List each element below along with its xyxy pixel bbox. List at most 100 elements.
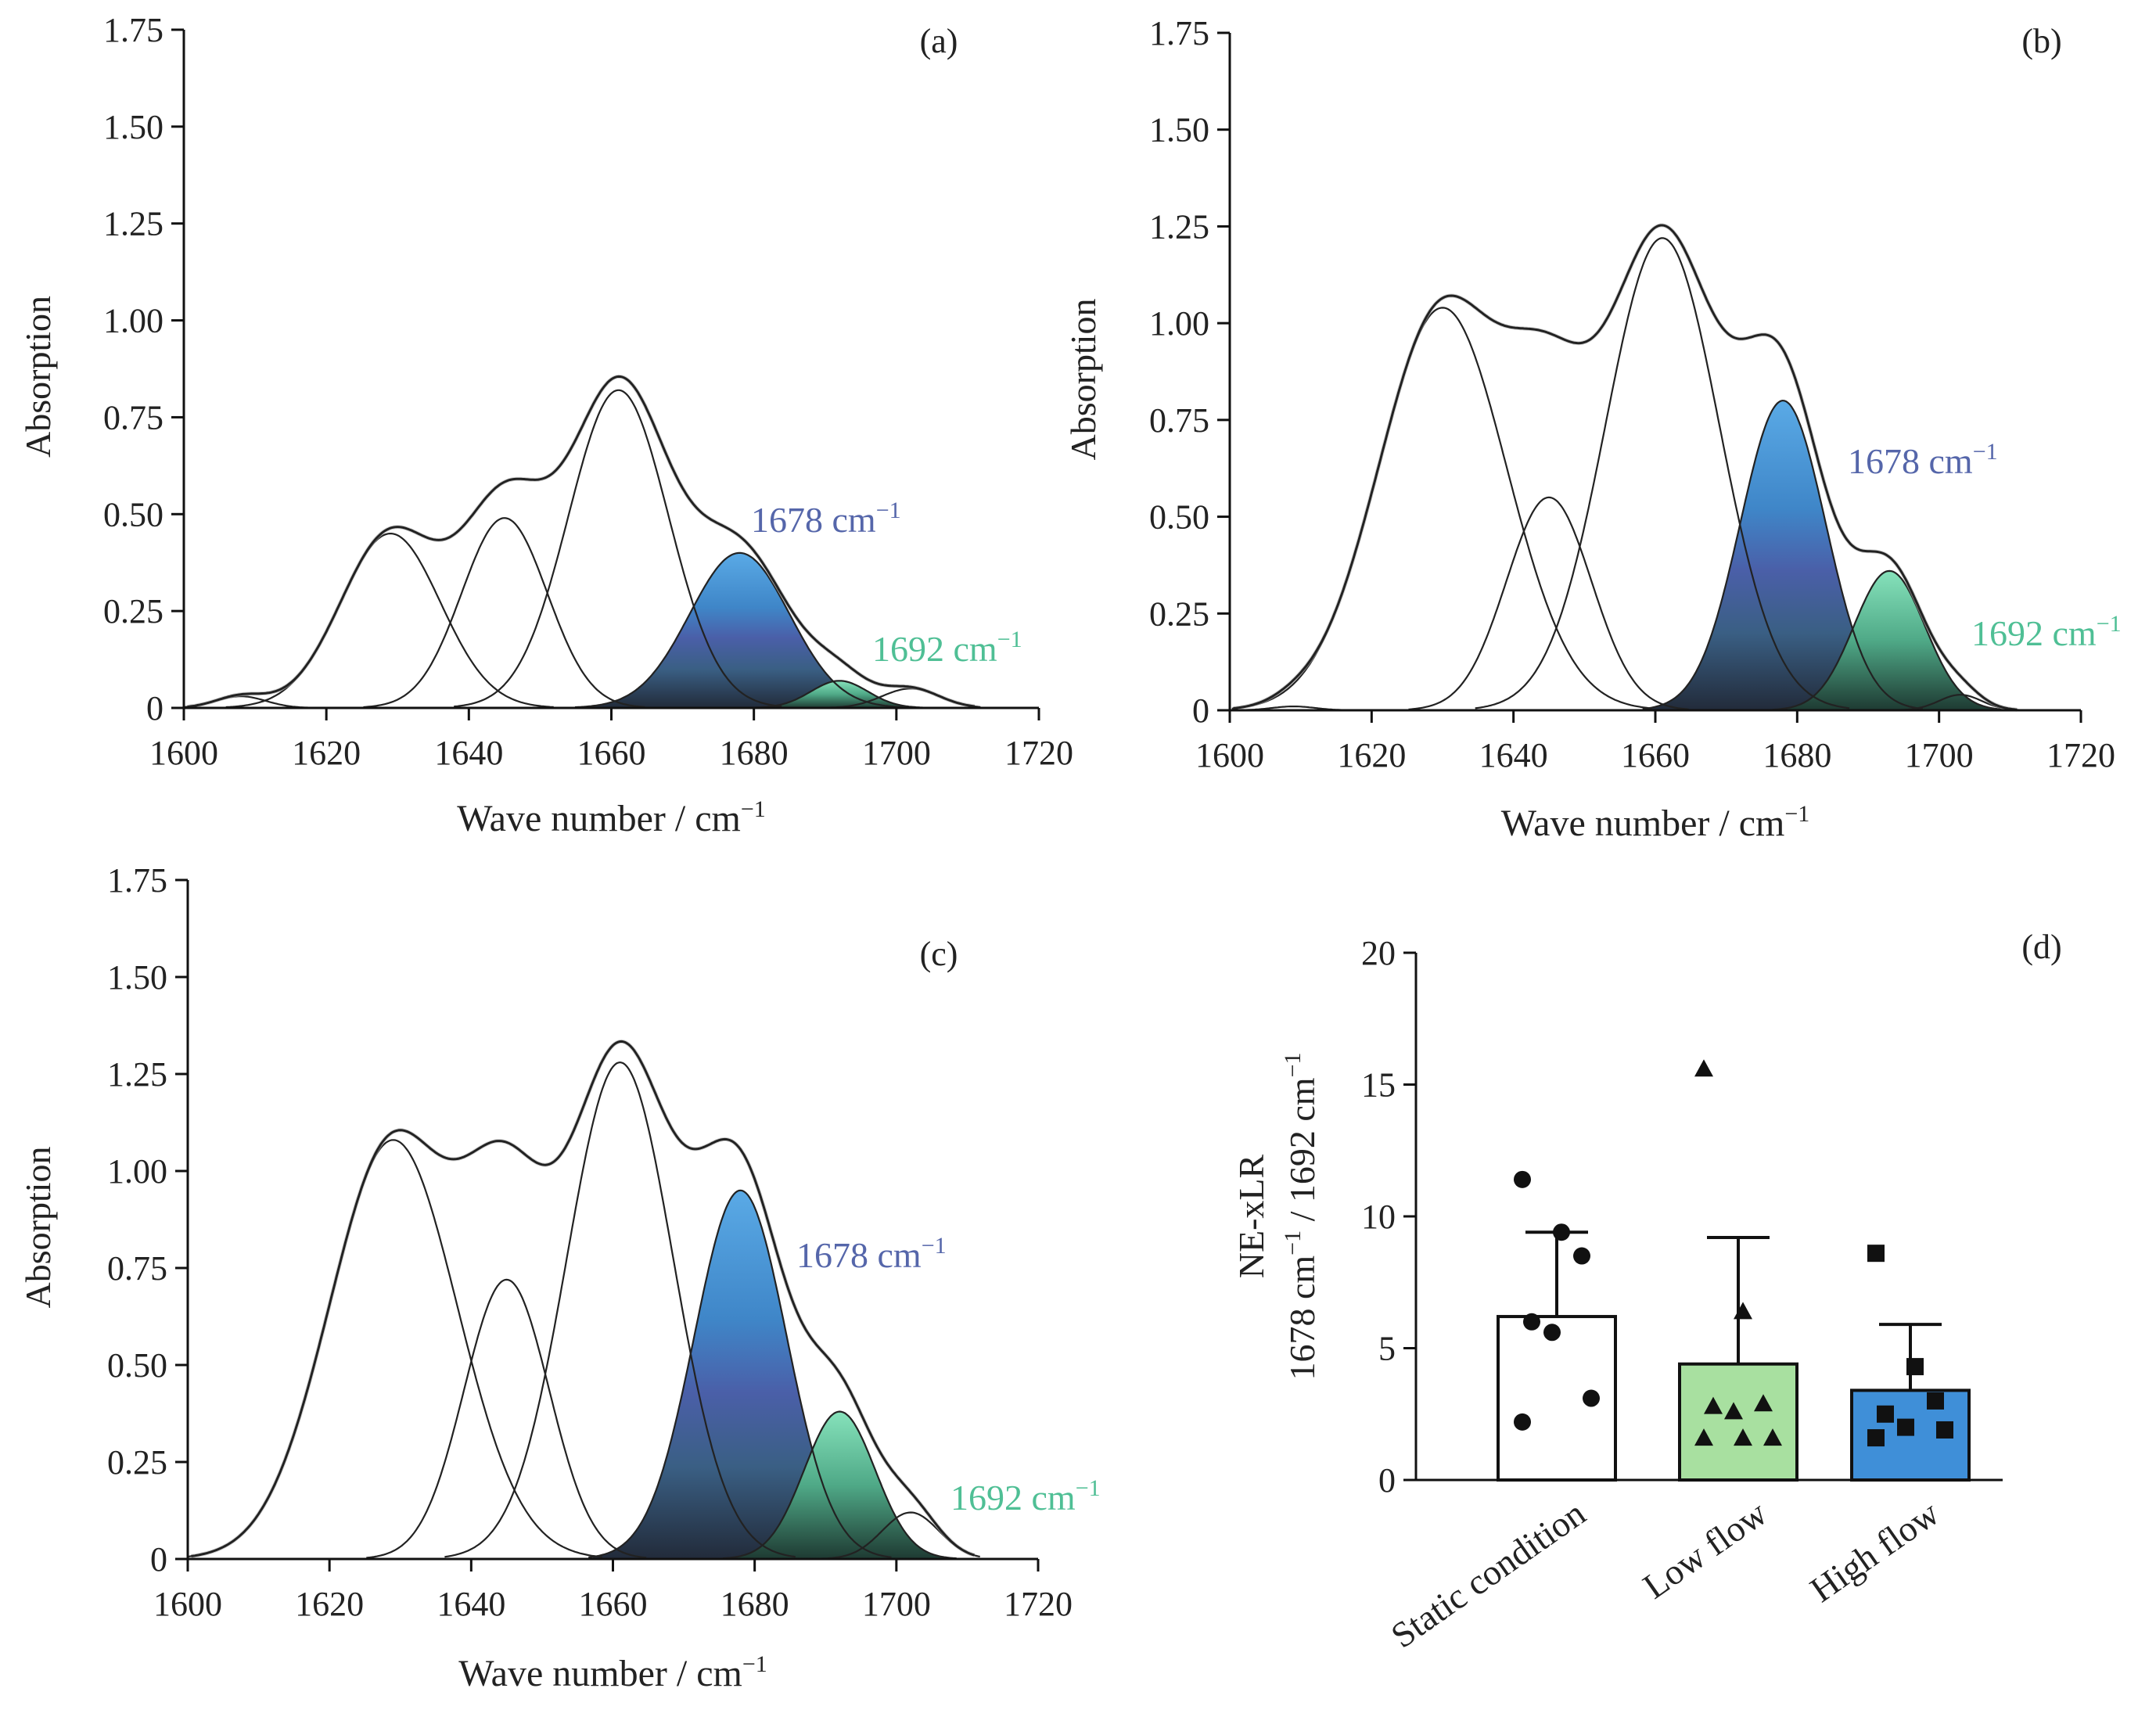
y-tick-label: 1.75 <box>103 11 163 49</box>
x-tick-label: 1620 <box>1337 736 1406 774</box>
envelope-shadow <box>187 374 976 709</box>
band-label-text: 1692 cm <box>1971 613 2097 653</box>
data-point <box>1514 1170 1531 1188</box>
y-tick-label: 0.50 <box>103 495 163 533</box>
band-label: 1692 cm−1 <box>872 627 1022 669</box>
data-point <box>1867 1429 1885 1447</box>
y-tick-label: 0.75 <box>1149 401 1209 440</box>
panel-c: 0 0.25 0.50 0.75 1.00 1.25 1.50 1.75 1600 1620 164… <box>18 861 1101 1694</box>
component-curve <box>745 680 932 709</box>
data-point <box>1724 1402 1743 1420</box>
x-tick-label: 1660 <box>1621 736 1690 774</box>
x-tick-label: 1600 <box>153 1585 222 1623</box>
panel-label: (c) <box>920 935 958 973</box>
y-tick-label: 0 <box>150 1540 167 1579</box>
data-point <box>1543 1324 1561 1342</box>
band-label-superscript: −1 <box>1973 439 1998 465</box>
component-curve <box>225 533 554 709</box>
data-point <box>1583 1389 1600 1407</box>
component-curve <box>1408 496 1689 710</box>
y-tick-label: 1.50 <box>1149 111 1209 149</box>
category-label: High flow <box>1803 1492 1947 1610</box>
x-tick-label: 1640 <box>434 734 503 772</box>
band-label: 1692 cm−1 <box>1971 611 2122 653</box>
data-point <box>1763 1428 1782 1446</box>
y-tick-label: 1.50 <box>103 108 163 146</box>
x-axis-label-text: Wave number / cm <box>457 798 741 839</box>
envelope-curve <box>187 375 976 708</box>
band-label-superscript: −1 <box>2097 611 2122 637</box>
y-tick-label: 0 <box>1378 1461 1396 1500</box>
component-curve <box>1231 307 1653 709</box>
x-tick-label: 1680 <box>720 734 789 772</box>
band-label-superscript: −1 <box>922 1233 947 1259</box>
panel-a: 0 0.25 0.50 0.75 1.00 1.25 1.50 1.75 1600 1620 164… <box>18 11 1073 839</box>
y-tick-label: 0.50 <box>107 1346 167 1385</box>
y-tick-label: 0.50 <box>1149 498 1209 537</box>
x-tick-label: 1600 <box>1195 736 1264 774</box>
x-tick-label: 1640 <box>1479 736 1548 774</box>
y-tick-label: 0.75 <box>107 1249 167 1288</box>
x-axis-label: Wave number / cm−1 <box>458 1651 767 1694</box>
panel-label: (d) <box>2021 928 2061 966</box>
component-curve <box>1475 237 1850 709</box>
y-tick-label: 10 <box>1361 1198 1396 1236</box>
y-tick-label: 0.25 <box>107 1443 167 1482</box>
y-axis-label-part: / 1692 cm <box>1282 1077 1322 1230</box>
y-tick-label: 1.00 <box>1149 304 1209 343</box>
x-tick-label: 1620 <box>295 1585 364 1623</box>
x-tick-label: 1720 <box>2046 736 2115 774</box>
band-label: 1678 cm−1 <box>796 1233 947 1275</box>
x-tick-label: 1700 <box>862 1585 931 1623</box>
component-curve <box>366 1278 647 1559</box>
envelope-curve <box>191 1040 975 1557</box>
data-point <box>1867 1245 1885 1263</box>
data-point <box>1906 1358 1924 1376</box>
data-point <box>1704 1396 1723 1414</box>
panel-label: (a) <box>920 22 958 60</box>
data-point <box>1734 1428 1752 1446</box>
component-curve <box>363 517 645 709</box>
y-tick-label: 1.25 <box>103 205 163 243</box>
x-tick-label: 1660 <box>577 734 646 772</box>
x-tick-label: 1660 <box>579 1585 648 1623</box>
band-label: 1678 cm−1 <box>751 497 901 540</box>
y-axis-label-superscript: −1 <box>1280 1230 1306 1255</box>
x-tick-label: 1640 <box>437 1585 505 1623</box>
x-tick-label: 1620 <box>292 734 361 772</box>
y-tick-label: 1.00 <box>103 302 163 340</box>
component-curve <box>574 551 904 709</box>
component-curve <box>444 1061 796 1558</box>
x-axis-label-text: Wave number / cm <box>1501 803 1785 844</box>
y-tick-label: 20 <box>1361 934 1396 972</box>
y-tick-label: 0 <box>146 689 163 727</box>
y-axis-label: Absorption <box>18 1147 58 1309</box>
band-1692-cm <box>726 1411 954 1559</box>
band-1692-cm <box>1776 570 2003 710</box>
category-label: Static condition <box>1384 1492 1593 1655</box>
band-1678-cm <box>580 552 900 708</box>
y-axis-label: Absorption <box>1063 299 1103 461</box>
data-point <box>1694 1428 1713 1446</box>
data-point <box>1754 1394 1773 1412</box>
y-tick-label: 0.25 <box>1149 594 1209 633</box>
x-axis-label-superscript: −1 <box>741 796 766 822</box>
data-point <box>1573 1247 1590 1265</box>
y-axis-label-line1: NE-xLR <box>1231 1154 1271 1278</box>
y-tick-label: 1.75 <box>1149 14 1209 52</box>
envelope-curve <box>1233 224 2018 711</box>
bar-low-flow <box>1678 1362 1798 1482</box>
band-label-superscript: −1 <box>997 627 1022 652</box>
category-label: Low flow <box>1636 1492 1774 1607</box>
data-point <box>1734 1302 1752 1320</box>
x-tick-label: 1600 <box>149 734 218 772</box>
y-tick-label: 1.50 <box>107 958 167 997</box>
x-axis-label-superscript: −1 <box>742 1651 767 1677</box>
band-label: 1678 cm−1 <box>1848 439 1998 481</box>
data-point <box>1514 1413 1531 1431</box>
component-curve <box>722 1410 957 1560</box>
y-tick-label: 0 <box>1192 691 1209 730</box>
component-curve <box>588 1189 892 1559</box>
data-point <box>1927 1392 1944 1410</box>
